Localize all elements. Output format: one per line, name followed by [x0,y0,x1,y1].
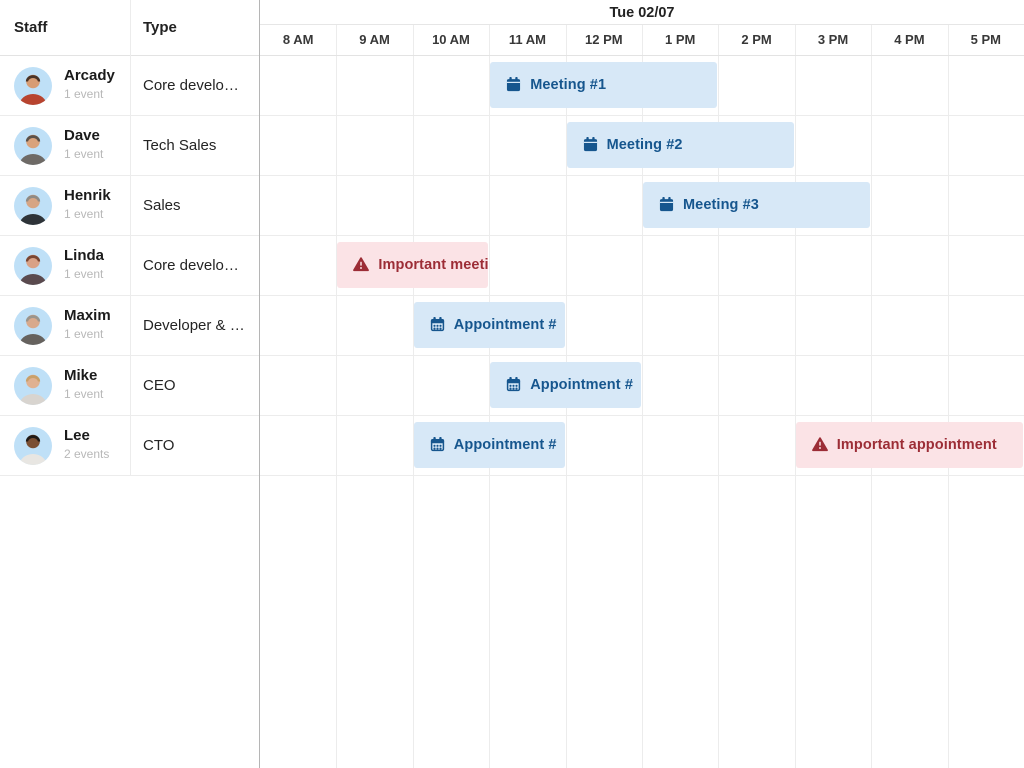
hour-label: 4 PM [894,32,925,47]
staff-event-count: 2 events [64,447,110,461]
staff-type: Core develo… [143,257,239,274]
event-label: Important appointment [836,436,997,453]
hour-label: 9 AM [359,32,390,47]
staff-event-count: 1 event [64,87,104,101]
hour-label: 8 AM [282,32,314,47]
staff-type: Tech Sales [143,137,217,154]
event-appointment[interactable]: Appointment # [413,301,565,348]
calendar-icon [583,137,598,152]
day-header: Tue 02/07 [260,0,1024,25]
warning-triangle-icon [353,257,370,272]
avatar [14,307,52,345]
staff-event-count: 1 event [64,327,104,341]
calendar-days-icon [506,377,521,392]
avatar [14,127,52,165]
event-label: Important meeting [378,256,489,273]
staff-row: Dave 1 event Tech Sales [0,116,1024,176]
calendar-days-icon [430,437,445,452]
hour-label: 3 PM [817,32,849,47]
staff-row: Arcady 1 event Core develo… [0,56,1024,116]
hour-label: 11 AM [508,32,546,47]
event-important[interactable]: Important meeting [337,241,489,288]
staff-row: Lee 2 events CTO [0,416,1024,476]
hour-grid-line [947,25,949,768]
staff-type: CTO [143,437,175,454]
staff-row: Maxim 1 event Developer & … [0,296,1024,356]
type-column-header: Type [143,19,177,36]
staff-event-count: 1 event [64,207,104,221]
calendar-icon [506,77,521,92]
staff-type: Sales [143,197,181,214]
staff-name: Henrik [64,187,111,204]
hour-label: 10 AM [432,32,470,47]
staff-type-separator-line [130,0,131,476]
event-label: Meeting #2 [606,136,683,153]
staff-event-count: 1 event [64,147,104,161]
panel-divider [259,0,260,768]
staff-type: CEO [143,377,176,394]
avatar [14,367,52,405]
hour-grid-line [642,25,643,768]
staff-name: Lee [64,427,90,444]
calendar-icon [659,197,674,212]
event-meeting[interactable]: Meeting #2 [566,121,794,168]
staff-name: Arcady [64,67,115,84]
staff-name: Dave [64,127,100,144]
avatar [14,247,52,285]
hour-label: 12 PM [585,32,623,47]
staff-event-count: 1 event [64,387,104,401]
event-meeting[interactable]: Meeting #1 [490,61,718,108]
hour-label: 1 PM [665,32,696,47]
event-appointment[interactable]: Appointment # [490,361,641,408]
hour-grid-line [871,25,873,768]
event-label: Appointment # [453,316,557,333]
event-meeting[interactable]: Meeting #3 [643,181,871,228]
event-appointment[interactable]: Appointment # [413,421,565,468]
staff-type: Developer & … [143,317,245,334]
event-label: Appointment # [453,436,557,453]
avatar [14,427,52,465]
staff-row: Linda 1 event Core develo… [0,236,1024,296]
staff-name: Mike [64,367,98,384]
staff-event-count: 1 event [64,267,104,281]
event-label: Meeting #3 [683,196,759,213]
hour-grid-line [489,25,491,768]
staff-row: Henrik 1 event Sales [0,176,1024,236]
hour-grid-line [718,25,720,768]
header-divider-line [0,55,1024,56]
staff-row: Mike 1 event CEO [0,356,1024,416]
staff-type: Core develo… [143,77,239,94]
hour-grid-line [336,25,338,768]
staff-column-header: Staff [14,19,48,36]
event-label: Appointment # [530,376,633,393]
warning-triangle-icon [811,437,828,452]
hour-grid-line [794,25,796,768]
event-label: Meeting #1 [530,76,607,93]
hour-label: 5 PM [970,32,1001,47]
event-important[interactable]: Important appointment [795,421,1023,468]
hour-grid-line [412,25,414,768]
staff-name: Maxim [64,307,111,324]
avatar [14,67,52,105]
hour-label: 2 PM [741,32,772,47]
calendar-days-icon [430,317,445,332]
staff-name: Linda [64,247,104,264]
avatar [14,187,52,225]
